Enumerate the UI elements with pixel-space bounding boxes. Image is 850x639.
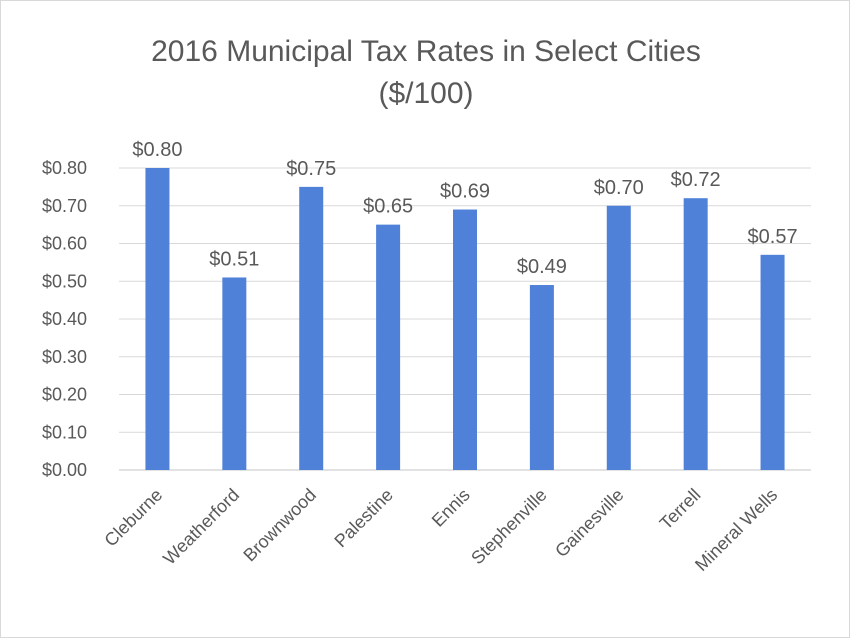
- bar: [376, 224, 401, 470]
- data-label: $0.57: [748, 226, 798, 248]
- data-label: $0.80: [132, 139, 182, 161]
- data-label: $0.51: [209, 248, 259, 270]
- chart-subtitle: ($/100): [378, 77, 474, 110]
- bar: [222, 277, 247, 470]
- chart-title: 2016 Municipal Tax Rates in Select Citie…: [1, 31, 850, 115]
- x-tick-label: Gainesville: [551, 485, 627, 561]
- x-tick-label: Mineral Wells: [691, 485, 781, 575]
- bar: [299, 186, 324, 470]
- x-tick-label: Cleburne: [100, 485, 166, 551]
- bar: [760, 254, 785, 470]
- y-tick-label: $0.40: [42, 309, 87, 329]
- y-tick-label: $0.00: [42, 460, 87, 480]
- x-tick-label: Ennis: [428, 485, 474, 531]
- bar: [683, 198, 708, 470]
- y-tick-label: $0.10: [42, 422, 87, 442]
- data-label: $0.72: [671, 169, 721, 191]
- y-tick-label: $0.30: [42, 347, 87, 367]
- data-label: $0.70: [594, 177, 644, 199]
- y-tick-label: $0.70: [42, 196, 87, 216]
- data-label: $0.69: [440, 181, 490, 203]
- bar: [145, 168, 170, 470]
- x-tick-label: Weatherford: [159, 485, 243, 569]
- y-tick-label: $0.80: [42, 158, 87, 178]
- bar: [453, 209, 477, 470]
- x-tick-label: Palestine: [330, 485, 397, 552]
- data-label: $0.65: [363, 196, 413, 218]
- data-label: $0.49: [517, 256, 567, 278]
- bar: [606, 205, 631, 470]
- chart-title-line: 2016 Municipal Tax Rates in Select Citie…: [151, 35, 701, 68]
- data-label: $0.75: [286, 158, 336, 180]
- y-tick-label: $0.20: [42, 385, 87, 405]
- x-tick-label: Terrell: [656, 485, 705, 534]
- y-tick-label: $0.50: [42, 271, 87, 291]
- x-tick-label: Brownwood: [239, 485, 320, 566]
- y-tick-label: $0.60: [42, 234, 87, 254]
- bar: [529, 285, 554, 470]
- x-tick-label: Stephenville: [467, 485, 550, 568]
